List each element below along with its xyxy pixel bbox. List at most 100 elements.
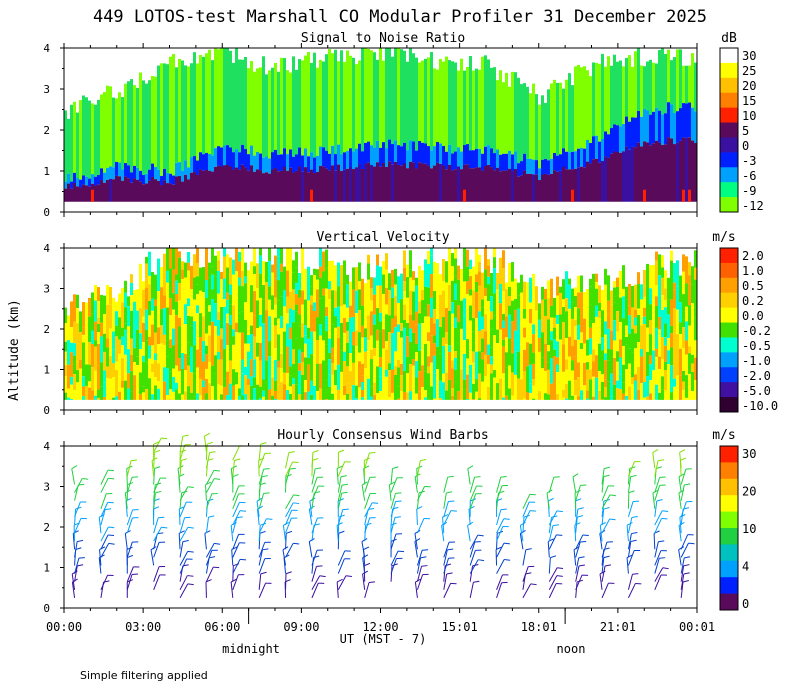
velocity-cell [418,265,421,279]
wind-barb-flag [161,526,168,529]
wind-barb [416,574,424,590]
wind-barb [469,559,479,574]
snr-cell [163,168,166,181]
velocity-cell [481,316,484,330]
snr-cell [460,151,463,170]
snr-cell [400,49,403,147]
velocity-cell [508,305,511,315]
velocity-cell [490,347,493,357]
wind-barb [654,485,661,501]
velocity-cell [133,301,136,326]
velocity-cell [325,344,328,365]
snr-cell [466,66,469,145]
velocity-cell [268,341,271,357]
snr-cell [421,163,424,202]
wind-barb [74,565,78,582]
y-tick-label: 0 [43,404,50,417]
snr-cell [508,168,511,202]
snr-cell [598,63,601,142]
wind-barb [205,543,215,558]
y-axis-label: Altitude (km) [7,299,22,401]
wind-barb [179,444,186,461]
velocity-cell [412,291,415,314]
velocity-cell [496,295,499,324]
velocity-cell [547,394,550,400]
velocity-cell [202,292,205,317]
velocity-cell [145,309,148,330]
velocity-cell [355,330,358,347]
snr-cell [385,48,388,149]
snr-cell [103,182,106,202]
velocity-cell [487,301,490,323]
velocity-cell [304,268,307,288]
velocity-cell [205,368,208,379]
velocity-cell [280,327,283,354]
snr-cell [511,71,514,155]
velocity-cell [196,384,199,394]
velocity-cell [445,282,448,308]
velocity-cell [343,351,346,362]
velocity-cell [247,378,250,385]
velocity-cell [73,374,76,390]
velocity-cell [274,337,277,349]
velocity-cell [589,369,592,380]
velocity-cell [547,298,550,320]
wind-barb-flag [682,579,689,583]
velocity-cell [364,283,367,304]
velocity-cell [274,348,277,360]
snr-cell [412,162,415,202]
snr-cell [583,148,586,168]
velocity-cell [94,284,97,301]
colorbar-label: 20 [742,485,756,499]
velocity-cell [295,304,298,312]
wind-barb [285,533,287,550]
wind-barb-flag [603,555,610,559]
velocity-cell [586,339,589,356]
wind-barb-flag [655,466,662,470]
velocity-cell [415,352,418,361]
velocity-cell [205,333,208,346]
velocity-cell [301,248,304,270]
velocity-cell [658,254,661,276]
velocity-cell [250,333,253,360]
velocity-cell [307,364,310,392]
wind-barb [522,510,531,526]
velocity-cell [85,302,88,320]
colorbar-label: 2.0 [742,249,764,263]
velocity-cell [124,362,127,372]
snr-cell [268,158,271,174]
snr-cell [136,179,139,202]
velocity-cell [526,342,529,367]
velocity-cell [604,360,607,380]
wind-barb [232,493,240,509]
wind-barb [153,477,161,493]
snr-cell [187,66,190,168]
snr-cell [565,151,568,170]
velocity-cell [94,346,97,371]
velocity-cell [694,317,697,327]
snr-cell [493,67,496,154]
snr-cell [403,142,406,164]
wind-barb [337,550,346,566]
velocity-cell [595,273,598,282]
snr-cell [403,50,406,143]
velocity-cell [286,390,289,400]
velocity-cell [163,253,166,273]
velocity-cell [628,283,631,306]
velocity-cell [403,319,406,328]
wind-barb-flag [206,441,213,445]
wind-barb-flag [260,442,267,445]
snr-cell [178,162,181,177]
velocity-cell [349,387,352,400]
velocity-cell [469,269,472,277]
wind-barb [519,525,524,542]
velocity-cell [343,332,346,352]
velocity-cell [289,308,292,328]
velocity-cell [415,360,418,378]
wind-barb-flag [365,522,372,526]
snr-cell [670,138,673,202]
velocity-cell [217,293,220,313]
velocity-cell [226,254,229,268]
velocity-cell [94,321,97,341]
velocity-cell [664,390,667,400]
